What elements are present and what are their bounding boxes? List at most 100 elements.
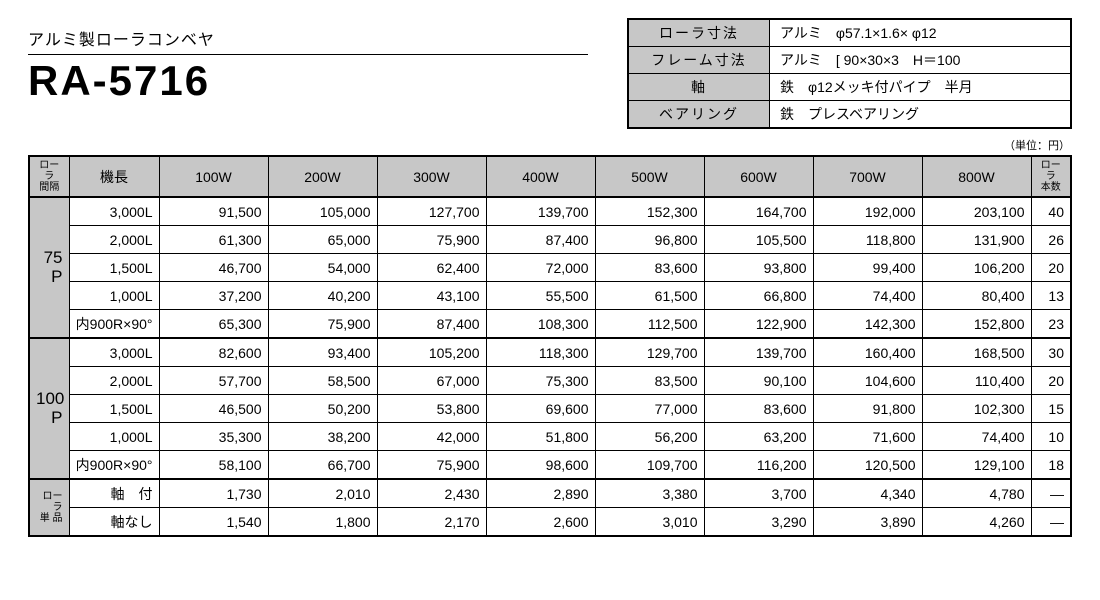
price-table: ローラ間隔機長100W200W300W400W500W600W700W800Wロ… [28,155,1072,537]
price-value: 71,600 [813,423,922,451]
price-value: 75,900 [268,310,377,339]
price-header-cell: 700W [813,156,922,197]
length-cell: 1,500L [69,395,159,423]
price-value: 108,300 [486,310,595,339]
length-cell: 1,000L [69,282,159,310]
spec-label: フレーム寸法 [628,47,770,74]
length-cell: 軸なし [69,508,159,537]
price-value: 93,400 [268,338,377,367]
count-cell: 18 [1031,451,1071,480]
spec-label: 軸 [628,74,770,101]
count-cell: 26 [1031,226,1071,254]
price-value: 63,200 [704,423,813,451]
price-value: 61,500 [595,282,704,310]
price-value: 58,500 [268,367,377,395]
price-header-cell: 400W [486,156,595,197]
count-cell: 20 [1031,367,1071,395]
price-value: 129,100 [922,451,1031,480]
price-value: 1,540 [159,508,268,537]
price-value: 67,000 [377,367,486,395]
price-value: 74,400 [813,282,922,310]
price-value: 66,800 [704,282,813,310]
count-cell: 20 [1031,254,1071,282]
spec-label: ベアリング [628,101,770,129]
price-value: 87,400 [377,310,486,339]
price-value: 105,500 [704,226,813,254]
price-value: 106,200 [922,254,1031,282]
price-value: 50,200 [268,395,377,423]
roller-single-label: ローラ単 品 [29,479,69,536]
price-value: 139,700 [704,338,813,367]
count-cell: 13 [1031,282,1071,310]
price-value: 75,900 [377,226,486,254]
price-value: 80,400 [922,282,1031,310]
spec-table: ローラ寸法アルミ φ57.1×1.6× φ12フレーム寸法アルミ [ 90×30… [627,18,1072,129]
length-cell: 2,000L [69,367,159,395]
price-value: 66,700 [268,451,377,480]
price-value: 51,800 [486,423,595,451]
price-value: 129,700 [595,338,704,367]
price-value: 43,100 [377,282,486,310]
price-value: 58,100 [159,451,268,480]
price-value: 116,200 [704,451,813,480]
price-value: 203,100 [922,197,1031,226]
price-value: 2,430 [377,479,486,508]
price-value: 37,200 [159,282,268,310]
price-value: 131,900 [922,226,1031,254]
price-value: 96,800 [595,226,704,254]
price-header-cell: ローラ間隔 [29,156,69,197]
count-cell: 10 [1031,423,1071,451]
price-header-cell: 機長 [69,156,159,197]
spec-value: 鉄 φ12メッキ付パイプ 半月 [770,74,1072,101]
price-value: 164,700 [704,197,813,226]
price-value: 142,300 [813,310,922,339]
count-cell: 40 [1031,197,1071,226]
price-value: 122,900 [704,310,813,339]
length-cell: 2,000L [69,226,159,254]
length-cell: 1,000L [69,423,159,451]
price-value: 98,600 [486,451,595,480]
price-header-cell: 300W [377,156,486,197]
price-header-cell: ローラ本数 [1031,156,1071,197]
price-value: 83,600 [595,254,704,282]
count-cell: — [1031,508,1071,537]
price-value: 4,340 [813,479,922,508]
price-header-cell: 200W [268,156,377,197]
spec-value: アルミ [ 90×30×3 H＝100 [770,47,1072,74]
price-value: 160,400 [813,338,922,367]
price-value: 118,800 [813,226,922,254]
price-value: 110,400 [922,367,1031,395]
price-value: 127,700 [377,197,486,226]
price-value: 65,000 [268,226,377,254]
price-value: 56,200 [595,423,704,451]
price-value: 75,900 [377,451,486,480]
price-header-cell: 500W [595,156,704,197]
price-value: 3,890 [813,508,922,537]
length-cell: 内900R×90° [69,451,159,480]
price-value: 104,600 [813,367,922,395]
price-value: 93,800 [704,254,813,282]
price-value: 82,600 [159,338,268,367]
price-value: 69,600 [486,395,595,423]
length-cell: 軸 付 [69,479,159,508]
price-value: 62,400 [377,254,486,282]
price-value: 102,300 [922,395,1031,423]
count-cell: — [1031,479,1071,508]
price-value: 139,700 [486,197,595,226]
spec-value: アルミ φ57.1×1.6× φ12 [770,19,1072,47]
price-value: 120,500 [813,451,922,480]
price-value: 2,600 [486,508,595,537]
length-cell: 内900R×90° [69,310,159,339]
price-value: 46,500 [159,395,268,423]
price-value: 105,000 [268,197,377,226]
price-value: 112,500 [595,310,704,339]
price-value: 74,400 [922,423,1031,451]
price-header-cell: 100W [159,156,268,197]
price-value: 75,300 [486,367,595,395]
price-value: 83,600 [704,395,813,423]
price-value: 3,700 [704,479,813,508]
price-value: 4,780 [922,479,1031,508]
price-value: 4,260 [922,508,1031,537]
price-value: 61,300 [159,226,268,254]
unit-note: （単位：円） [28,137,1070,153]
